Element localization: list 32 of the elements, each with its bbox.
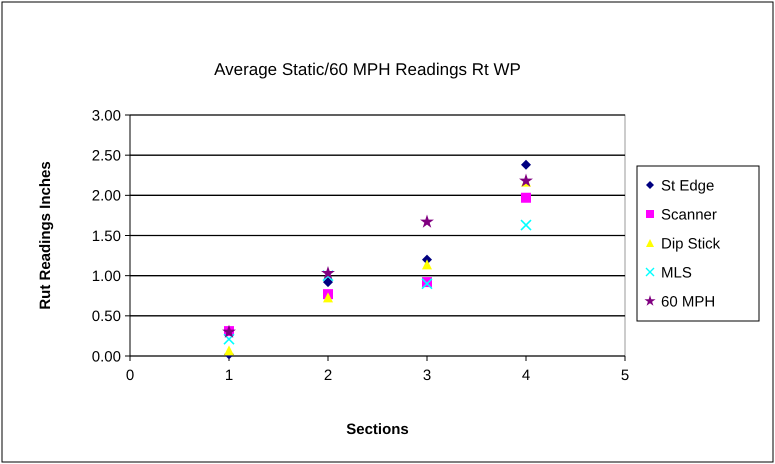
point	[323, 292, 333, 302]
point	[224, 345, 234, 356]
y-tick-label: 0.50	[92, 308, 121, 326]
point	[521, 192, 531, 203]
point	[420, 214, 434, 228]
point	[520, 219, 532, 231]
x-tick-label: 4	[522, 367, 530, 384]
x-axis-title: Sections	[346, 421, 409, 438]
legend-label: Dip Stick	[661, 235, 721, 252]
legend-label: Scanner	[661, 206, 717, 224]
x-tick-label: 3	[422, 367, 432, 384]
chart-title: Average Static/60 MPH Readings Rt WP	[214, 60, 521, 79]
x-tick-label: 1	[224, 367, 234, 384]
point	[321, 266, 335, 280]
legend-label: St Edge	[661, 177, 714, 194]
y-tick-label: 3.00	[92, 107, 121, 124]
point	[521, 160, 531, 170]
point	[519, 174, 533, 187]
legend-label: MLS	[661, 264, 692, 282]
legend-label: 60 MPH	[661, 293, 716, 310]
y-tick-label: 1.50	[92, 228, 121, 245]
y-tick-label: 2.00	[92, 188, 121, 205]
y-tick-label: 0.00	[92, 348, 121, 366]
point	[223, 333, 235, 345]
y-axis-title: Rut Readings Inches	[37, 161, 54, 310]
y-tick-label: 2.50	[92, 147, 121, 164]
y-tick-label: 1.00	[92, 268, 121, 285]
x-tick-label: 5	[620, 367, 630, 384]
point	[422, 259, 432, 270]
x-tick-label: 0	[126, 367, 134, 384]
x-tick-label: 2	[324, 367, 332, 384]
point	[323, 277, 333, 288]
